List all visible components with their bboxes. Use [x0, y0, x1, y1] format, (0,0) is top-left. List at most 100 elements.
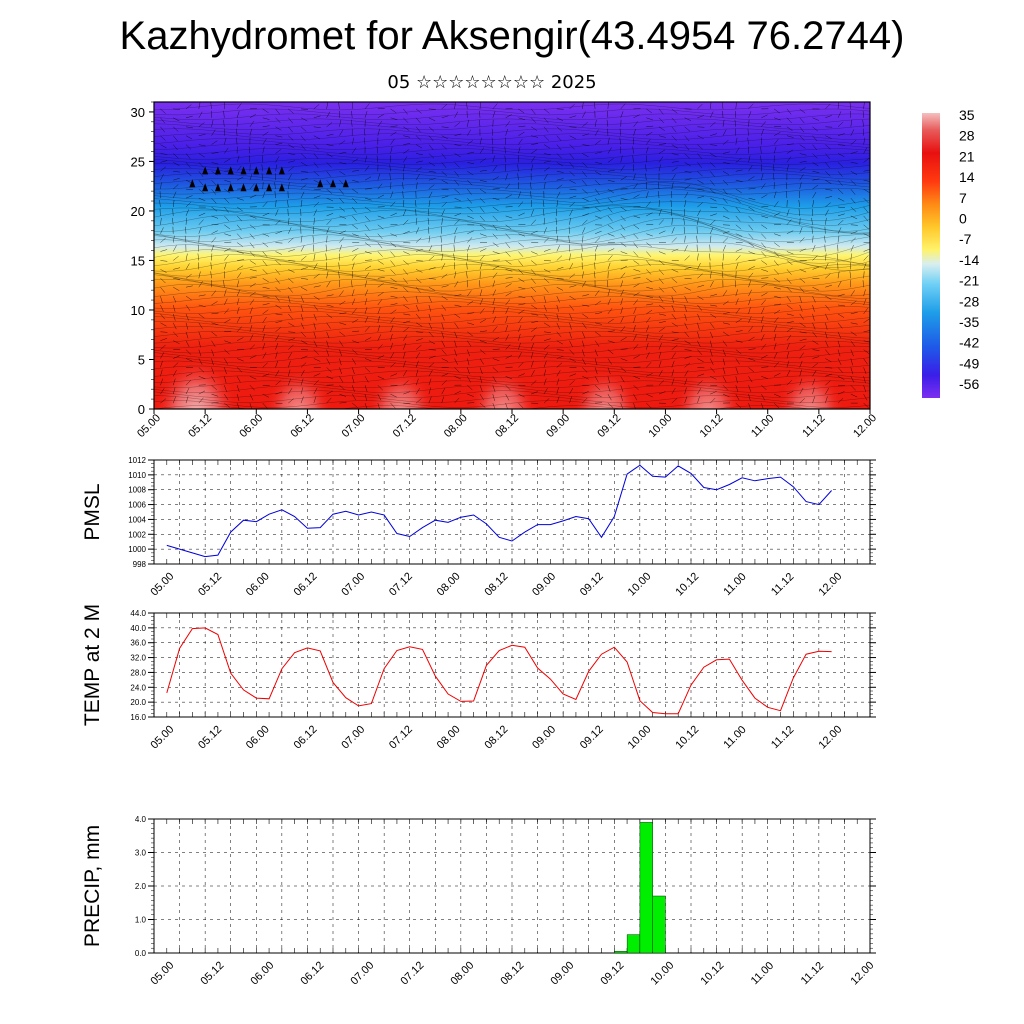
isoline	[154, 259, 870, 272]
wind-barb	[479, 262, 483, 270]
wind-barb	[416, 331, 424, 333]
wind-barb	[812, 162, 819, 167]
wind-barb	[352, 224, 358, 230]
wind-barb	[326, 349, 330, 357]
wind-barb	[633, 128, 636, 136]
wind-barb	[646, 325, 650, 332]
wind-barb	[454, 162, 460, 168]
wind-barb	[863, 224, 870, 230]
wind-barb	[595, 322, 602, 325]
wind-barb	[837, 111, 842, 118]
wind-barb	[863, 197, 869, 204]
wind-barb	[569, 295, 576, 301]
wind-barb	[428, 278, 436, 280]
wind-barb	[773, 402, 780, 409]
wind-barb	[543, 360, 547, 368]
wind-barb	[812, 126, 819, 132]
wind-barb	[761, 269, 769, 272]
wind-barb	[671, 160, 679, 163]
wind-barb	[542, 199, 545, 208]
wind-barb	[467, 151, 475, 154]
wind-barb	[799, 182, 802, 190]
y-tick-label: 5	[138, 352, 145, 367]
wind-barb	[836, 253, 839, 261]
wind-barb	[312, 235, 315, 243]
wind-barb	[275, 380, 281, 386]
wind-barb	[735, 298, 739, 306]
wind-barb	[837, 367, 843, 373]
wind-barb	[594, 340, 600, 347]
wind-barb	[645, 173, 647, 181]
wind-barb	[684, 313, 687, 321]
pmsl-x-axis: 05.00 05.12 06.00 06.12 07.00 07.12 08.00 08.12…	[148, 570, 844, 598]
wind-barb	[300, 117, 308, 122]
wind-barb	[415, 166, 422, 172]
wind-barb	[607, 233, 615, 237]
wind-barb	[415, 360, 419, 368]
wind-barb	[326, 367, 332, 373]
wind-barb	[428, 286, 436, 291]
wind-barb	[543, 269, 551, 273]
isoline	[154, 138, 870, 145]
wind-barb	[569, 285, 577, 288]
wind-barb	[454, 331, 458, 339]
wind-barb	[288, 217, 290, 225]
wind-barb	[863, 298, 867, 306]
isoline	[154, 390, 870, 398]
wind-barb	[313, 295, 320, 301]
wind-barb	[236, 242, 244, 247]
wind-barb	[185, 171, 192, 177]
wind-barb	[313, 153, 319, 160]
wind-barb	[403, 149, 410, 154]
wind-barb	[531, 380, 537, 386]
wind-barb	[850, 237, 856, 243]
wind-barb	[479, 298, 484, 306]
wind-barb	[773, 138, 779, 145]
wind-barb	[683, 217, 685, 225]
wind-barb	[825, 387, 830, 395]
wind-barb	[799, 167, 806, 172]
wind-barb	[416, 249, 423, 252]
wind-barb	[735, 289, 738, 297]
wind-barb	[185, 226, 187, 234]
wind-barb	[492, 197, 500, 201]
wind-barb	[863, 206, 869, 213]
wind-barb	[582, 188, 588, 194]
wind-barb	[786, 251, 794, 255]
wind-barb	[160, 182, 162, 190]
wind-barb	[210, 102, 212, 109]
wind-barb	[774, 117, 781, 121]
wind-barb	[825, 313, 829, 321]
wind-barb	[504, 146, 506, 154]
wind-barb	[300, 313, 304, 321]
wind-barb	[352, 308, 357, 315]
wind-barb	[262, 352, 267, 359]
wind-barb	[197, 244, 200, 252]
wind-barb	[198, 281, 203, 288]
wind-barb	[697, 162, 702, 168]
wind-barb	[747, 128, 749, 136]
wind-barb	[505, 334, 509, 341]
wind-barb	[185, 253, 188, 261]
wind-barb	[710, 197, 717, 202]
wind-barb	[671, 174, 676, 181]
wind-barb	[582, 367, 588, 373]
wind-barb	[428, 313, 432, 321]
wind-barb	[735, 385, 739, 392]
wind-barb	[722, 140, 729, 145]
wind-barb	[288, 160, 296, 163]
wind-barb	[275, 142, 283, 145]
wind-barb	[185, 209, 189, 216]
wind-barb	[607, 206, 613, 213]
wind-barb	[786, 230, 794, 234]
wind-barb	[236, 367, 243, 373]
wind-barb	[799, 126, 805, 133]
wind-barb	[761, 393, 766, 401]
isoline	[154, 133, 870, 140]
wind-barb	[172, 378, 176, 386]
wind-barb	[364, 265, 372, 270]
wind-barb	[454, 219, 460, 225]
wind-barb	[620, 358, 628, 361]
wind-barb	[595, 230, 602, 234]
wind-barb	[531, 304, 538, 310]
